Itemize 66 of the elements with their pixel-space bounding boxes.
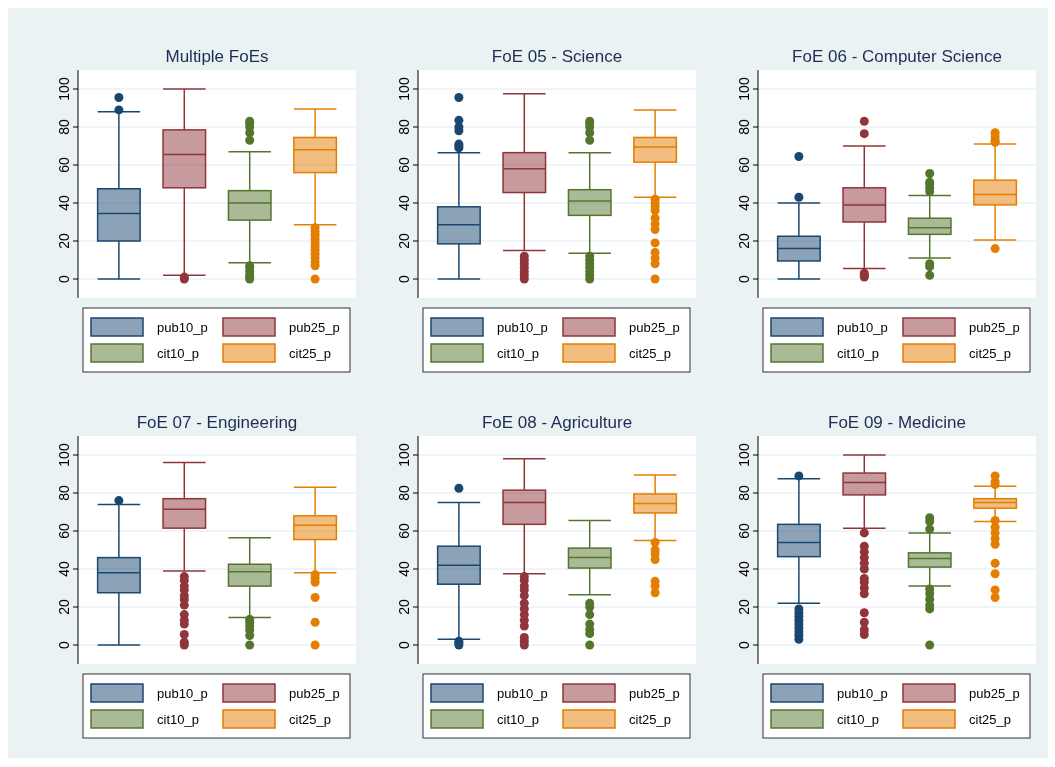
y-tick-label: 0 (56, 274, 72, 283)
y-tick-label: 60 (736, 523, 752, 539)
y-tick-label: 80 (736, 485, 752, 501)
legend-label: cit25_p (969, 712, 1011, 727)
legend-label: cit10_p (157, 346, 199, 361)
y-tick-label: 40 (56, 561, 72, 577)
y-tick-label: 0 (56, 640, 72, 649)
y-tick-label: 100 (56, 77, 72, 101)
chart-title: FoE 09 - Medicine (828, 413, 966, 432)
y-tick-label: 40 (396, 195, 412, 211)
legend-label: cit10_p (497, 346, 539, 361)
y-tick-label: 20 (56, 233, 72, 249)
legend-label: pub10_p (837, 686, 888, 701)
y-tick-label: 40 (736, 561, 752, 577)
y-tick-label: 100 (56, 443, 72, 467)
y-tick-label: 60 (396, 157, 412, 173)
y-tick-label: 0 (396, 640, 412, 649)
legend-label: pub25_p (629, 320, 680, 335)
y-tick-label: 40 (396, 561, 412, 577)
legend-label: pub25_p (289, 686, 340, 701)
legend-label: cit25_p (969, 346, 1011, 361)
legend-label: cit25_p (289, 346, 331, 361)
y-tick-label: 100 (736, 77, 752, 101)
legend-label: pub10_p (497, 320, 548, 335)
y-tick-label: 80 (396, 485, 412, 501)
y-tick-label: 60 (56, 157, 72, 173)
legend-label: pub25_p (289, 320, 340, 335)
legend-label: pub25_p (969, 320, 1020, 335)
y-tick-label: 20 (736, 233, 752, 249)
chart-title: Multiple FoEs (165, 47, 269, 66)
y-tick-label: 20 (736, 599, 752, 615)
chart-title: FoE 06 - Computer Science (792, 47, 1002, 66)
legend-label: cit10_p (497, 712, 539, 727)
y-tick-label: 40 (56, 195, 72, 211)
legend-label: cit25_p (629, 712, 671, 727)
legend-label: pub10_p (497, 686, 548, 701)
legend-label: pub25_p (969, 686, 1020, 701)
y-tick-label: 60 (56, 523, 72, 539)
y-tick-label: 80 (56, 485, 72, 501)
legend-label: pub25_p (629, 686, 680, 701)
y-tick-label: 60 (736, 157, 752, 173)
legend-label: pub10_p (157, 686, 208, 701)
y-tick-label: 80 (736, 119, 752, 135)
y-tick-label: 80 (396, 119, 412, 135)
chart-title: FoE 05 - Science (491, 47, 623, 66)
legend-label: cit10_p (837, 346, 879, 361)
y-tick-label: 0 (736, 274, 752, 283)
legend-label: pub10_p (837, 320, 888, 335)
y-tick-label: 0 (736, 640, 752, 649)
y-tick-label: 20 (396, 599, 412, 615)
y-tick-label: 100 (736, 443, 752, 467)
legend-label: pub10_p (157, 320, 208, 335)
y-tick-label: 100 (396, 443, 412, 467)
y-tick-label: 0 (396, 274, 412, 283)
y-tick-label: 60 (396, 523, 412, 539)
legend-label: cit10_p (157, 712, 199, 727)
y-tick-label: 20 (56, 599, 72, 615)
chart-title: FoE 07 - Engineering (136, 413, 298, 432)
y-tick-label: 80 (56, 119, 72, 135)
chart-title: FoE 08 - Agriculture (481, 413, 633, 432)
legend-label: cit25_p (289, 712, 331, 727)
legend-label: cit25_p (629, 346, 671, 361)
y-tick-label: 40 (736, 195, 752, 211)
y-tick-label: 20 (396, 233, 412, 249)
y-tick-label: 100 (396, 77, 412, 101)
legend-label: cit10_p (837, 712, 879, 727)
